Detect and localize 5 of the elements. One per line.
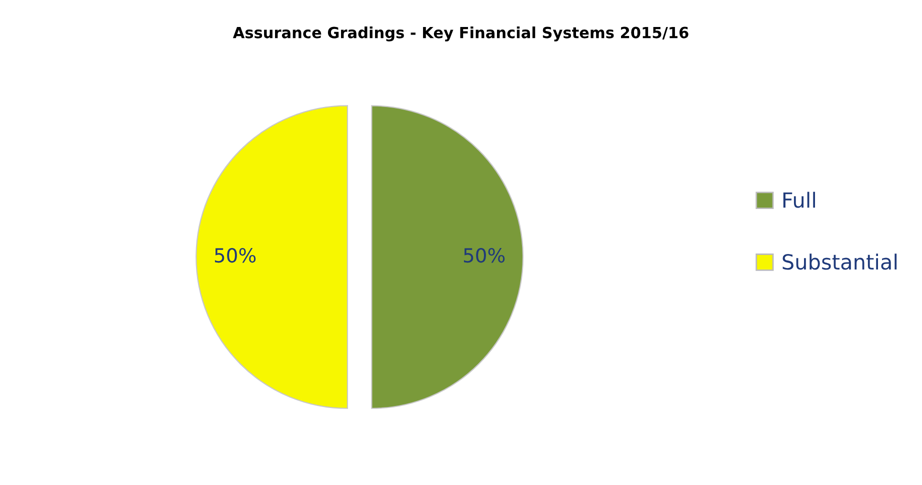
legend-label: Substantial xyxy=(782,254,897,270)
data-label: 50% xyxy=(214,248,256,263)
legend-label: Full xyxy=(783,192,816,208)
chart-title: Assurance Gradings - Key Financial Systems 2015/16 xyxy=(232,26,688,42)
data-label: 50% xyxy=(464,248,505,263)
